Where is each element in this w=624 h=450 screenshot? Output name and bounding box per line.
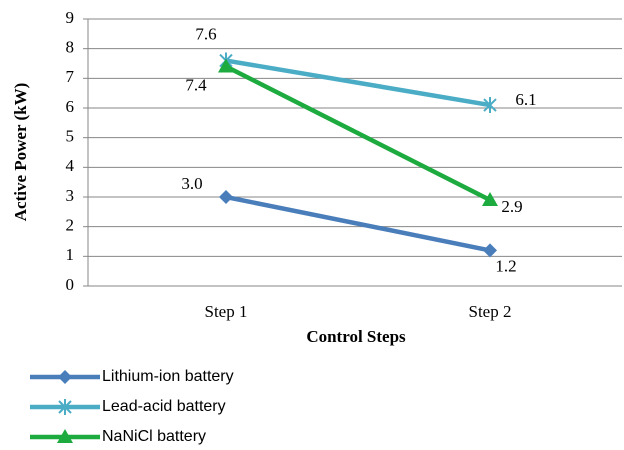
data-label: 1.2 [495,256,516,275]
x-tick-label: Step 2 [469,302,512,321]
data-label: 3.0 [181,174,202,193]
legend-marker [57,429,73,443]
y-axis-label: Active Power (kW) [11,83,30,221]
series-line [225,58,491,108]
x-axis-label: Control Steps [306,327,406,346]
y-tick-label: 7 [66,67,75,86]
y-tick-label: 3 [66,186,75,205]
series-line [224,64,492,202]
y-tick-label: 2 [66,216,75,235]
data-point [483,97,497,114]
y-tick-label: 8 [66,38,75,57]
legend-label: NaNiCl battery [102,428,206,445]
data-point [482,191,498,206]
legend-label: Lead-acid battery [102,398,226,415]
y-tick-label: 6 [66,97,75,116]
y-tick-label: 1 [66,245,75,264]
legend-marker [58,370,72,384]
data-point [219,190,233,204]
x-tick-label: Step 1 [205,302,248,321]
legend-marker [58,399,72,415]
data-label: 6.1 [515,90,536,109]
legend-label: Lithium-ion battery [102,368,234,385]
y-tick-label: 0 [66,275,75,294]
y-tick-label: 4 [66,156,75,175]
data-label: 7.6 [195,24,216,43]
y-tick-label: 9 [66,8,75,27]
data-point [218,58,234,73]
y-tick-label: 5 [66,127,75,146]
series-line [225,194,491,253]
data-label: 2.9 [501,197,522,216]
data-point [483,243,497,258]
data-label: 7.4 [185,75,207,94]
